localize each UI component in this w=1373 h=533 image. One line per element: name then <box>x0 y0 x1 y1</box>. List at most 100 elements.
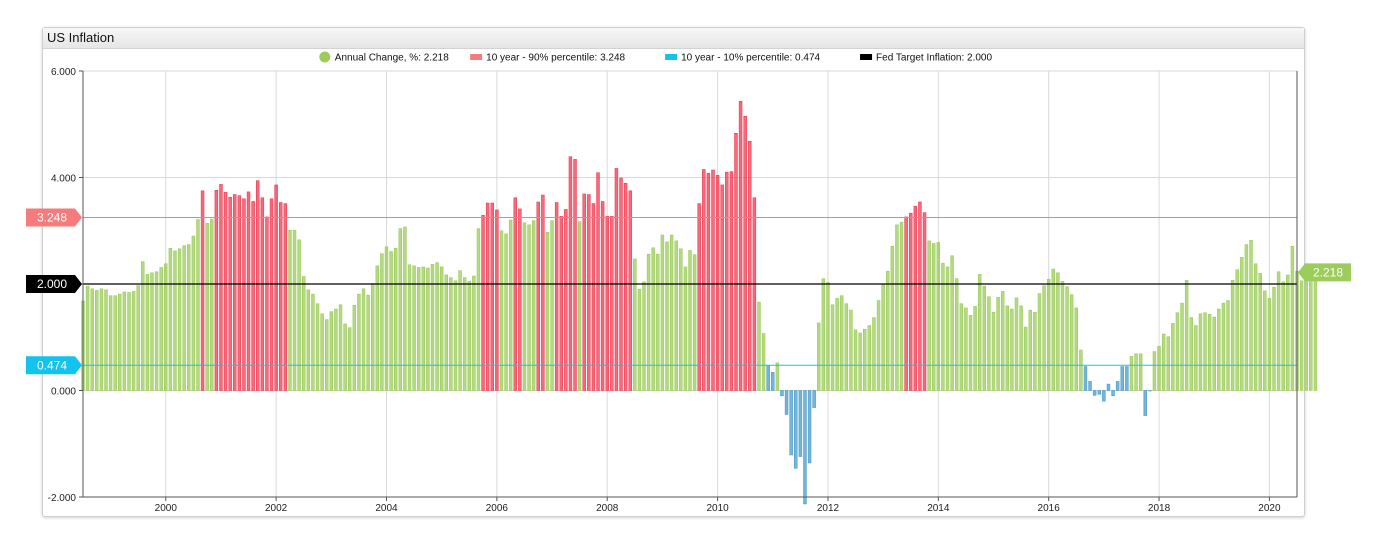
inflation-bar <box>692 254 697 391</box>
inflation-bar <box>711 169 715 391</box>
inflation-bar <box>1180 302 1184 391</box>
inflation-bar <box>1088 381 1092 391</box>
inflation-bar <box>881 283 885 391</box>
inflation-bar <box>1253 263 1258 391</box>
inflation-bar <box>279 202 283 391</box>
inflation-bar <box>223 192 228 391</box>
inflation-bar <box>752 197 757 391</box>
inflation-bar <box>725 171 729 391</box>
inflation-bar <box>646 253 651 391</box>
inflation-bar <box>1115 381 1120 391</box>
inflation-bar <box>950 255 954 391</box>
inflation-bar <box>637 289 642 391</box>
inflation-bar <box>306 289 311 391</box>
inflation-bar <box>108 295 113 391</box>
inflation-bar <box>1083 366 1088 391</box>
x-tick-label: 2008 <box>596 503 619 514</box>
legend-marker <box>860 54 873 60</box>
inflation-bar <box>1226 300 1230 391</box>
inflation-bar <box>301 276 306 391</box>
inflation-bar <box>274 184 278 391</box>
inflation-bar <box>1249 240 1253 391</box>
inflation-bar <box>311 293 315 391</box>
inflation-bar <box>504 233 508 391</box>
inflation-bar <box>886 270 890 391</box>
inflation-bar <box>803 390 807 505</box>
inflation-bar <box>380 253 384 391</box>
inflation-bar <box>660 234 665 391</box>
inflation-bar <box>320 313 324 391</box>
inflation-bar <box>228 196 232 391</box>
inflation-bar <box>830 304 835 391</box>
inflation-bar <box>1152 351 1157 391</box>
inflation-bar <box>1023 326 1028 391</box>
inflation-bar <box>1065 286 1069 391</box>
inflation-bar <box>738 101 743 391</box>
inflation-bar <box>610 216 614 391</box>
inflation-bar <box>669 234 674 391</box>
inflation-bar <box>1106 383 1111 391</box>
inflation-bar <box>959 303 964 391</box>
inflation-bar <box>591 203 596 391</box>
inflation-bar <box>863 328 867 391</box>
inflation-bar <box>559 216 563 391</box>
inflation-bar <box>256 180 260 391</box>
inflation-bar <box>651 247 655 391</box>
inflation-bar <box>743 115 747 391</box>
inflation-bar <box>324 319 329 391</box>
inflation-bar <box>1263 290 1267 391</box>
inflation-bar <box>844 303 849 391</box>
inflation-bar <box>794 390 798 469</box>
inflation-bar <box>384 246 389 391</box>
inflation-bar <box>1194 325 1198 391</box>
inflation-bar <box>600 201 605 391</box>
legend-item-label: Fed Target Inflation: 2.000 <box>876 53 992 64</box>
inflation-bar <box>973 306 977 391</box>
inflation-bar <box>104 289 108 391</box>
inflation-bar <box>614 168 619 391</box>
inflation-bar <box>518 208 522 391</box>
inflation-bar <box>1281 281 1285 391</box>
inflation-bar <box>127 292 131 391</box>
reference-tag-label: 2.000 <box>37 277 67 291</box>
inflation-bar <box>347 327 352 391</box>
inflation-bar <box>1189 317 1193 391</box>
inflation-bar <box>1221 302 1226 391</box>
inflation-bar <box>150 272 154 391</box>
inflation-bar <box>1051 268 1055 391</box>
inflation-bar <box>596 172 600 391</box>
inflation-bar <box>876 300 881 391</box>
inflation-bar <box>315 303 320 391</box>
inflation-bar <box>964 307 968 391</box>
inflation-bar <box>573 159 577 391</box>
inflation-bar <box>1046 278 1051 391</box>
inflation-bar <box>214 189 219 391</box>
inflation-bar <box>982 285 987 391</box>
inflation-bar <box>697 203 701 391</box>
inflation-bar <box>85 285 90 391</box>
inflation-bar <box>113 295 117 391</box>
inflation-bar <box>136 285 140 391</box>
inflation-bar <box>449 277 453 391</box>
inflation-bar <box>1092 390 1097 396</box>
inflation-bar <box>357 293 361 391</box>
inflation-bar <box>720 184 724 391</box>
inflation-bar <box>1309 275 1313 391</box>
inflation-bar <box>283 203 288 391</box>
inflation-bar <box>403 226 407 391</box>
reference-tag <box>26 356 82 375</box>
inflation-bar <box>219 184 223 391</box>
inflation-bar <box>187 244 191 391</box>
inflation-bar <box>527 224 531 391</box>
inflation-bar <box>734 133 738 391</box>
inflation-bar <box>366 294 370 391</box>
legend-marker-circle <box>319 51 331 63</box>
inflation-bar <box>1184 279 1189 391</box>
inflation-bar <box>499 230 504 391</box>
inflation-bar <box>177 248 182 391</box>
inflation-bar <box>628 190 632 391</box>
inflation-bar <box>1313 272 1318 391</box>
inflation-bar <box>554 202 559 391</box>
inflation-bar <box>941 262 945 391</box>
